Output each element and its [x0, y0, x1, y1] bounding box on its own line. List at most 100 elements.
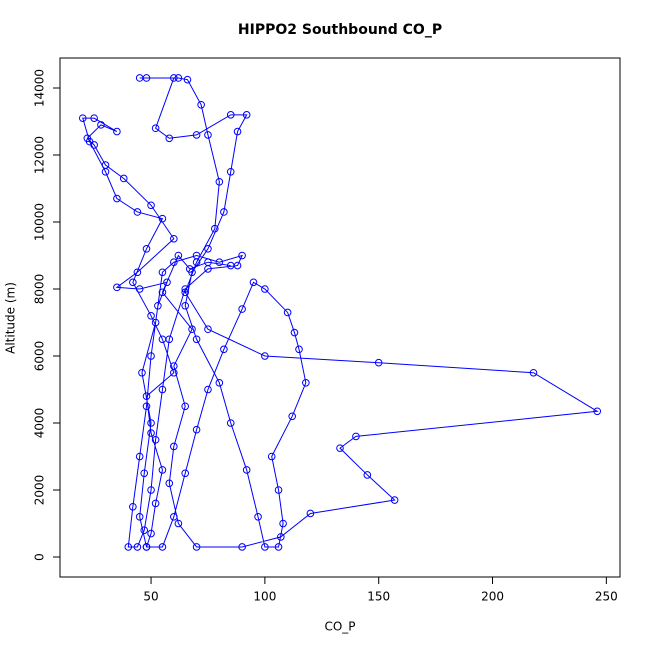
data-point [220, 345, 228, 354]
data-point [181, 469, 190, 478]
x-tick-label: 50 [143, 590, 158, 604]
data-point [197, 100, 205, 109]
data-point [215, 379, 224, 387]
x-tick-label: 150 [367, 590, 390, 604]
data-point [215, 258, 224, 267]
data-point [170, 362, 178, 370]
data-point [226, 167, 235, 176]
data-point [181, 402, 190, 411]
data-point [170, 258, 178, 267]
data-point [261, 285, 269, 293]
data-point [101, 167, 110, 176]
data-point [242, 111, 251, 119]
data-point [210, 224, 219, 233]
data-point [242, 466, 251, 474]
data-point [142, 245, 151, 253]
data-point [336, 444, 344, 452]
data-point [181, 285, 190, 293]
y-tick-label: 0 [33, 553, 47, 561]
data-point [154, 301, 162, 310]
data-point [261, 352, 269, 360]
data-point [124, 543, 133, 551]
data-point [363, 471, 372, 479]
data-point [192, 425, 201, 434]
data-point [165, 134, 174, 143]
data-point [147, 312, 155, 320]
y-tick-label: 2000 [33, 475, 47, 506]
data-point [142, 392, 151, 401]
data-point [390, 496, 399, 504]
data-point [204, 258, 212, 267]
data-point [192, 258, 201, 267]
data-point [226, 261, 235, 270]
data-point [306, 509, 315, 518]
x-tick-label: 250 [595, 590, 618, 604]
data-point [158, 268, 167, 277]
data-point [170, 513, 178, 521]
data-point [140, 526, 149, 535]
data-point [151, 435, 160, 444]
data-point [147, 486, 155, 494]
data-point [163, 278, 171, 287]
data-point [188, 325, 196, 334]
data-point [165, 479, 174, 488]
data-point [183, 75, 192, 84]
data-point [192, 335, 201, 344]
data-point [185, 265, 194, 273]
data-point [352, 432, 360, 441]
data-point [129, 502, 137, 511]
data-point [204, 131, 212, 139]
data-point [174, 74, 183, 82]
data-point [85, 137, 94, 146]
x-tick-label: 100 [253, 590, 276, 604]
data-point [151, 124, 160, 133]
data-point [170, 234, 178, 243]
data-point [233, 127, 242, 136]
data-point [133, 268, 142, 277]
data-point [147, 429, 155, 437]
data-point [170, 74, 178, 82]
data-point [147, 529, 155, 538]
y-tick-label: 6000 [33, 341, 47, 372]
data-point [288, 412, 296, 421]
data-point [133, 208, 142, 216]
data-point [158, 466, 167, 474]
data-point [302, 379, 310, 387]
data-point [90, 114, 98, 122]
data-point [113, 127, 121, 136]
data-line [82, 77, 599, 548]
data-point [279, 519, 287, 528]
data-point [215, 178, 224, 186]
data-point [277, 533, 285, 541]
data-point [192, 131, 201, 139]
y-tick-label: 10000 [33, 203, 47, 241]
data-point [295, 345, 303, 354]
data-point [119, 174, 128, 183]
y-axis-label: Altitude (m) [4, 282, 18, 354]
data-point [158, 214, 167, 223]
data-point [181, 301, 190, 310]
data-point [274, 486, 283, 494]
data-point [158, 385, 167, 394]
data-point [238, 251, 246, 260]
data-point [204, 385, 212, 394]
y-tick-label: 8000 [33, 274, 47, 305]
data-point [283, 308, 292, 317]
x-axis-label: CO_P [324, 620, 355, 634]
data-point [151, 318, 160, 327]
data-point [142, 402, 151, 411]
data-point [142, 543, 151, 551]
data-point [181, 288, 190, 297]
data-point [129, 278, 137, 287]
data-point [254, 513, 262, 521]
data-point [192, 543, 201, 551]
data-point [135, 513, 144, 521]
data-point [174, 519, 183, 528]
data-point [267, 452, 276, 461]
data-point [220, 208, 228, 216]
data-point [78, 114, 87, 122]
chart-title: HIPPO2 Southbound CO_P [238, 22, 442, 38]
x-tick-label: 200 [481, 590, 504, 604]
data-point [151, 499, 160, 508]
data-point [158, 543, 167, 551]
